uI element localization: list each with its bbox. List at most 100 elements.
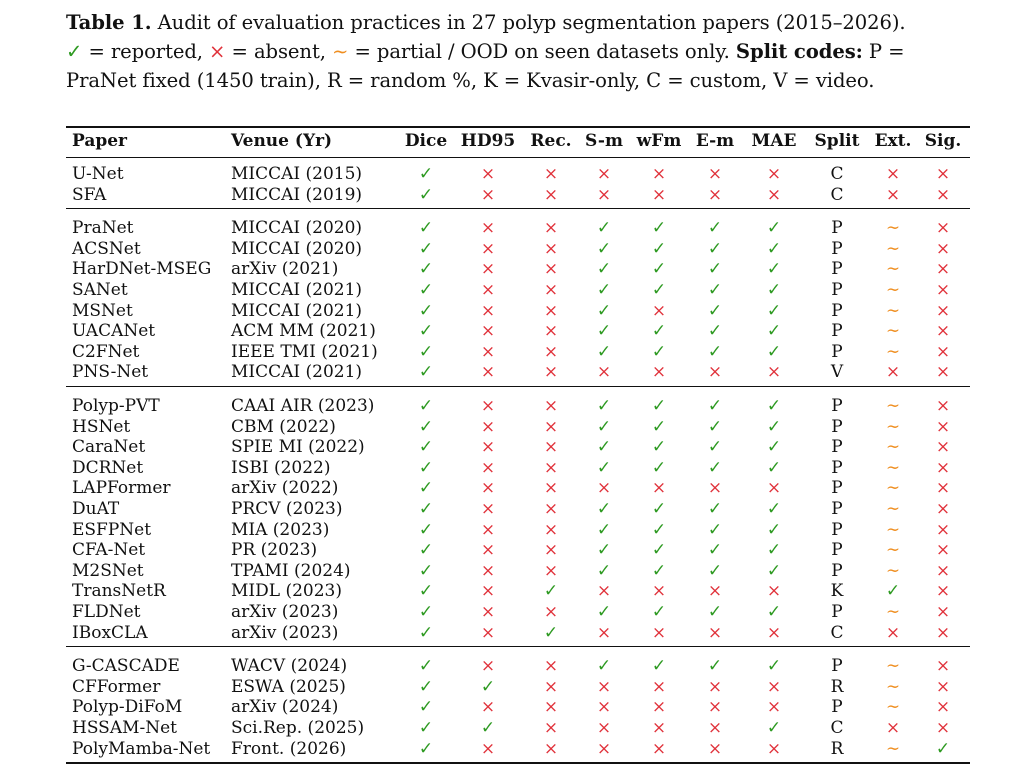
group-rule <box>66 386 970 387</box>
check-icon: ✓ <box>707 280 723 300</box>
paper-name: MSNet <box>72 300 133 321</box>
check-icon: ✓ <box>418 437 434 458</box>
check-icon: ✓ <box>766 416 782 437</box>
split-code: P <box>831 602 843 622</box>
cross-icon: × <box>480 656 496 677</box>
cross-icon: × <box>707 184 723 205</box>
cross-icon: × <box>707 697 723 718</box>
cross-icon: × <box>766 738 782 759</box>
venue: MICCAI (2021) <box>231 280 363 300</box>
top-rule <box>66 126 970 128</box>
tilde-icon: ∼ <box>885 280 901 300</box>
paper-name: CFA-Net <box>72 540 146 561</box>
cross-icon: × <box>935 437 951 458</box>
paper-name: SANet <box>72 280 128 300</box>
check-icon: ✓ <box>418 718 434 738</box>
check-icon: ✓ <box>418 738 434 759</box>
cross-icon: × <box>766 622 782 643</box>
legend-ok-text: = reported, <box>82 40 210 63</box>
check-icon: ✓ <box>766 341 782 362</box>
split-code: C <box>830 718 844 738</box>
cross-icon: × <box>480 560 496 581</box>
check-icon: ✓ <box>596 437 612 458</box>
split-code: P <box>831 519 843 540</box>
check-icon: ✓ <box>596 416 612 437</box>
check-icon: ✓ <box>766 280 782 300</box>
check-icon: ✓ <box>707 499 723 519</box>
split-code: P <box>831 478 843 499</box>
paper-name: DuAT <box>72 499 120 519</box>
check-icon: ✓ <box>766 396 782 416</box>
check-icon: ✓ <box>480 676 496 697</box>
legend-no-text: = absent, <box>225 40 332 63</box>
column-header: wFm <box>636 131 682 151</box>
paper-name: SFA <box>72 184 107 205</box>
cross-icon: × <box>480 602 496 622</box>
split-code: P <box>831 259 843 280</box>
check-icon: ✓ <box>596 540 612 561</box>
venue: WACV (2024) <box>231 656 348 677</box>
cross-icon: × <box>543 540 559 561</box>
check-icon: ✓ <box>596 321 612 342</box>
column-header: MAE <box>751 131 797 151</box>
check-icon: ✓ <box>418 581 434 602</box>
cross-icon: × <box>935 218 951 239</box>
check-icon: ✓ <box>418 238 434 259</box>
check-icon: ✓ <box>707 519 723 540</box>
check-icon: ✓ <box>766 656 782 677</box>
check-icon: ✓ <box>418 164 434 184</box>
table-header: Paper Venue (Yr) Dice HD95 Rec. S-m wFm E-m MAE S… <box>66 131 970 155</box>
cross-icon: × <box>543 184 559 205</box>
venue: TPAMI (2024) <box>231 560 351 581</box>
split-code: P <box>831 540 843 561</box>
cross-icon: × <box>935 540 951 561</box>
check-icon: ✓ <box>707 341 723 362</box>
check-icon: ✓ <box>418 300 434 321</box>
paper-name: PolyMamba-Net <box>72 738 211 759</box>
paper-name: ACSNet <box>72 238 141 259</box>
paper-name: G-CASCADE <box>72 656 180 677</box>
cross-icon: × <box>480 581 496 602</box>
cross-icon: × <box>651 581 667 602</box>
check-icon: ✓ <box>418 457 434 478</box>
tilde-icon: ∼ <box>885 499 901 519</box>
check-icon: ✓ <box>651 280 667 300</box>
check-icon: ✓ <box>935 738 951 759</box>
check-icon: ✓ <box>596 218 612 239</box>
paper-name: M2SNet <box>72 560 144 581</box>
cross-icon: × <box>543 478 559 499</box>
split-code: C <box>830 164 844 184</box>
cross-icon: × <box>935 676 951 697</box>
cross-icon: × <box>651 738 667 759</box>
tilde-icon: ∼ <box>885 416 901 437</box>
check-icon: ✓ <box>707 396 723 416</box>
cross-icon: × <box>935 478 951 499</box>
venue: MIA (2023) <box>231 519 330 540</box>
tilde-icon: ∼ <box>885 519 901 540</box>
cross-icon: × <box>596 478 612 499</box>
check-icon: ✓ <box>418 560 434 581</box>
check-icon: ✓ <box>596 396 612 416</box>
check-icon: ✓ <box>707 560 723 581</box>
venue: PRCV (2023) <box>231 499 343 519</box>
check-icon: ✓ <box>418 676 434 697</box>
split-code: R <box>830 738 844 759</box>
cross-icon: × <box>935 656 951 677</box>
paper-name: IBoxCLA <box>72 622 148 643</box>
cross-icon: × <box>651 164 667 184</box>
split-code: P <box>831 396 843 416</box>
cross-icon: × <box>707 738 723 759</box>
split-code: C <box>830 622 844 643</box>
cross-icon: × <box>480 519 496 540</box>
cross-icon: × <box>935 321 951 342</box>
check-icon: ✓ <box>766 300 782 321</box>
group-rule <box>66 646 970 648</box>
check-icon: ✓ <box>543 581 559 602</box>
check-icon: ✓ <box>651 437 667 458</box>
check-icon: ✓ <box>543 622 559 643</box>
venue: Front. (2026) <box>231 738 347 759</box>
cross-icon: × <box>543 259 559 280</box>
check-icon: ✓ <box>418 602 434 622</box>
check-icon: ✓ <box>418 280 434 300</box>
cross-icon: × <box>543 300 559 321</box>
